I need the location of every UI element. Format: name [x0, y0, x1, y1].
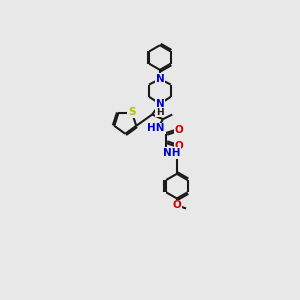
Text: N: N	[155, 74, 164, 84]
Text: N: N	[155, 99, 164, 109]
Text: S: S	[128, 107, 136, 117]
Text: NH: NH	[163, 148, 180, 158]
Text: O: O	[172, 200, 181, 210]
Text: O: O	[175, 125, 184, 135]
Text: H: H	[156, 108, 164, 117]
Text: HN: HN	[147, 123, 165, 134]
Text: O: O	[175, 141, 184, 151]
